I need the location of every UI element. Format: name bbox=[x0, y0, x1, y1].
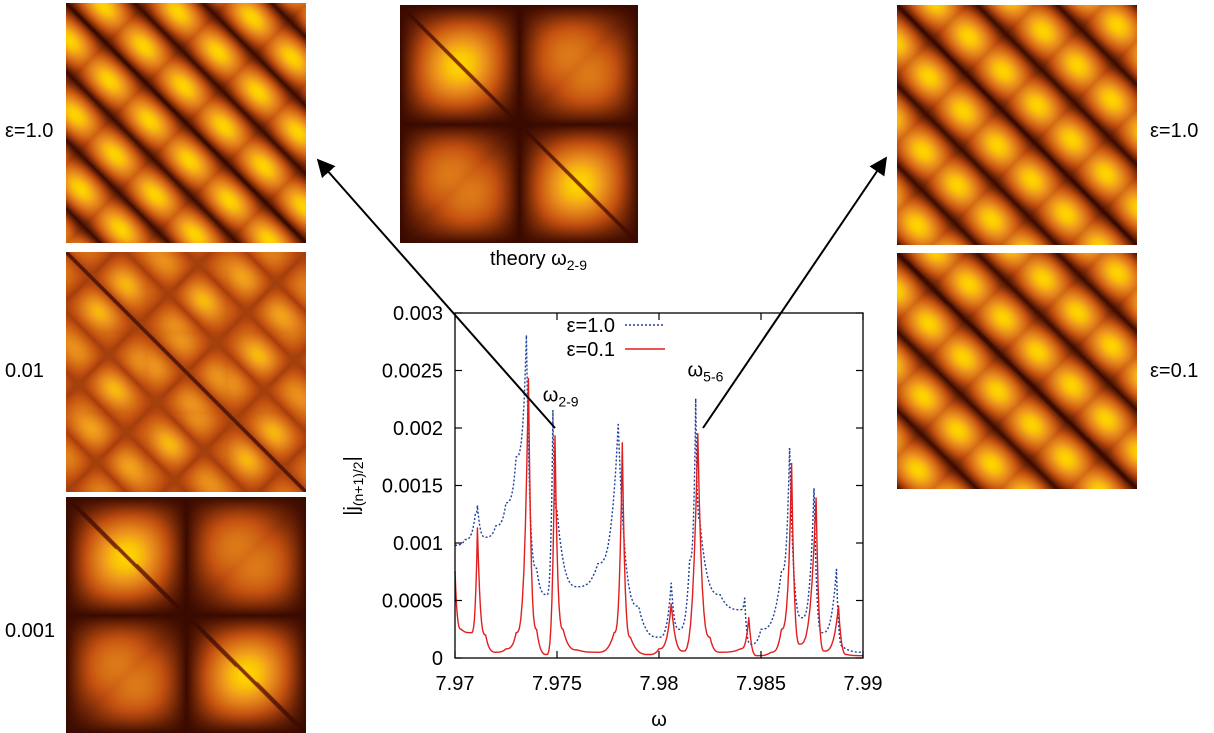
series-1-peak-9 bbox=[815, 497, 817, 499]
heatmap-left-0.01 bbox=[66, 252, 306, 492]
series-1-peak-1 bbox=[476, 527, 479, 529]
peak-annotation-1: ω5-6 bbox=[688, 359, 724, 384]
heatmap-left-0.001 bbox=[66, 497, 306, 733]
y-tick-label-4: 0.002 bbox=[393, 418, 443, 440]
plot-frame bbox=[454, 312, 864, 659]
heatmap-right-eps-1.0 bbox=[897, 5, 1137, 245]
series-1-peak-8 bbox=[790, 462, 793, 465]
series-0-peak-2 bbox=[552, 409, 554, 412]
series-1-peak-4 bbox=[621, 442, 624, 444]
y-tick-label-5: 0.0025 bbox=[382, 361, 443, 383]
left-label-eps-1.0: ε=1.0 bbox=[5, 120, 54, 142]
legend-label-eps-0.1: ε=0.1 bbox=[567, 339, 615, 361]
right-label-eps-1.0: ε=1.0 bbox=[1150, 120, 1199, 142]
series-line-0 bbox=[455, 335, 864, 653]
series-0-peak-5 bbox=[694, 398, 697, 401]
y-tick-label-6: 0.003 bbox=[393, 303, 443, 325]
series-0-peak-4 bbox=[670, 582, 673, 585]
series-1-peak-5 bbox=[670, 603, 673, 605]
x-tick-label-0: 7.97 bbox=[436, 673, 475, 695]
svg-text:|j(n+1)/2|: |j(n+1)/2| bbox=[341, 456, 366, 516]
series-0-peak-3 bbox=[617, 423, 619, 426]
x-tick-label-3: 7.985 bbox=[736, 673, 786, 695]
series-0-peak-9 bbox=[835, 568, 838, 571]
series-1-peak-7 bbox=[747, 616, 750, 619]
series-0-peak-6 bbox=[743, 597, 746, 599]
series-0-peak-1 bbox=[525, 335, 528, 337]
series-0-peak-0 bbox=[476, 505, 479, 508]
left-label-0.01: 0.01 bbox=[5, 360, 44, 382]
series-0-peak-7 bbox=[788, 447, 791, 450]
series-line-1 bbox=[454, 378, 863, 657]
series-1-peak-3 bbox=[554, 435, 556, 437]
left-label-0.001: 0.001 bbox=[5, 620, 56, 642]
series-0-peak-8 bbox=[813, 488, 815, 490]
x-tick-label-2: 7.98 bbox=[640, 673, 679, 695]
x-tick-label-1: 7.975 bbox=[532, 673, 582, 695]
x-tick-label-4: 7.99 bbox=[844, 673, 883, 695]
legend: ε=1.0 ε=0.1 bbox=[567, 315, 665, 361]
x-axis-label: ω bbox=[651, 709, 667, 731]
right-label-eps-0.1: ε=0.1 bbox=[1150, 360, 1199, 382]
theory-label: theory ω2-9 bbox=[490, 248, 587, 273]
series-1-peak-6 bbox=[696, 432, 699, 435]
y-tick-label-0: 0 bbox=[432, 648, 443, 670]
heatmap-right-eps-0.1 bbox=[897, 253, 1137, 489]
series-1-peak-2 bbox=[527, 377, 530, 380]
heatmap-theory bbox=[400, 5, 638, 243]
series-1-peak-10 bbox=[837, 605, 840, 608]
arrow-to-left-eps-1.0 bbox=[316, 158, 556, 429]
heatmap-left-eps-1.0 bbox=[66, 3, 306, 243]
legend-label-eps-1.0: ε=1.0 bbox=[567, 315, 615, 337]
y-tick-label-2: 0.001 bbox=[393, 533, 443, 555]
y-axis-label: |j(n+1)/2| bbox=[341, 456, 366, 516]
peak-annotation-0: ω2-9 bbox=[543, 385, 579, 410]
arrow-to-right-eps-1.0 bbox=[702, 156, 888, 429]
y-tick-label-1: 0.0005 bbox=[382, 591, 443, 613]
y-tick-label-3: 0.0015 bbox=[382, 476, 443, 498]
